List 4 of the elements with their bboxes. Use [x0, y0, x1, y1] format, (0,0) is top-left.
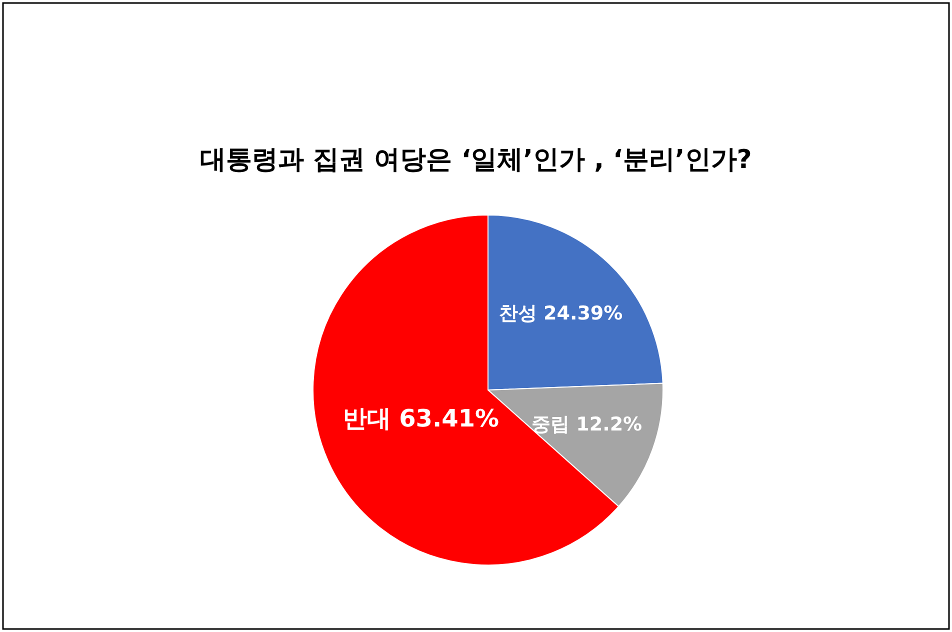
slice-label: 찬성 24.39% — [498, 302, 623, 325]
slice-label: 중립 12.2% — [532, 414, 642, 436]
slice-label: 반대 63.41% — [342, 404, 500, 433]
chart-title: 대통령과 집권 여당은 ‘일체’인가 , ‘분리’인가? — [200, 145, 752, 175]
